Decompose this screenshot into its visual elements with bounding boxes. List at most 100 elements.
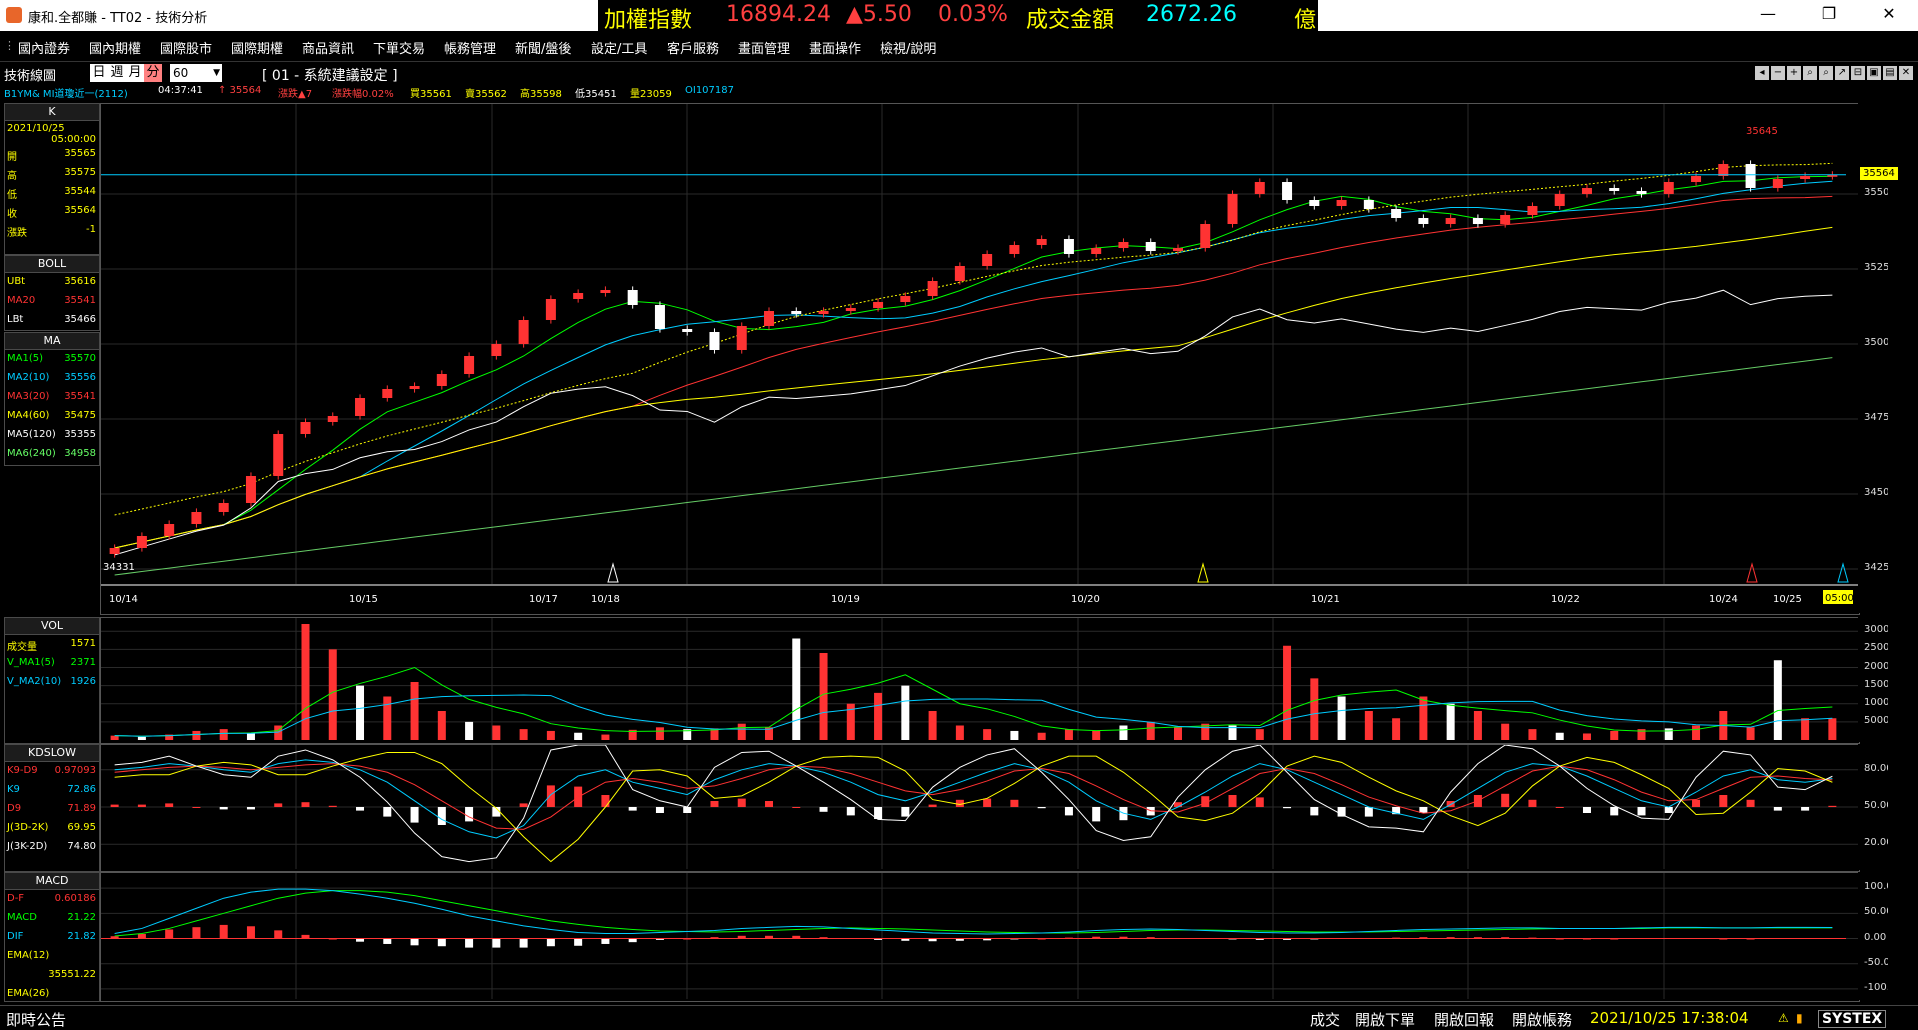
volume-bar xyxy=(1174,727,1182,740)
open-order-button[interactable]: 開啟下單 xyxy=(1355,1009,1415,1030)
menu-settings[interactable]: 設定/工具 xyxy=(591,38,647,57)
search-icon[interactable]: ⌕ xyxy=(1803,66,1817,80)
volume-bar xyxy=(1092,731,1100,740)
menu-product-info[interactable]: 商品資訊 xyxy=(302,38,354,57)
kd-diff-bar xyxy=(356,807,364,811)
kd-diff-bar xyxy=(683,807,691,813)
volume: 量23059 xyxy=(630,85,672,100)
zoom-out-icon[interactable]: − xyxy=(1771,66,1785,80)
print-icon[interactable]: ▤ xyxy=(1883,66,1897,80)
candle-body xyxy=(1391,209,1401,218)
status-bar: 即時公告 成交 開啟下單 開啟回報 開啟帳務 2021/10/25 17:38:… xyxy=(0,1005,1918,1030)
indicator-row: EMA(12) xyxy=(5,947,99,966)
scroll-left-icon[interactable]: ◂ xyxy=(1755,66,1769,80)
kd-diff-bar xyxy=(301,802,309,807)
macd-hist-bar xyxy=(547,939,555,947)
menu-news[interactable]: 新聞/盤後 xyxy=(515,38,571,57)
minutes-select[interactable]: 60 ▼ xyxy=(170,64,222,82)
close-button[interactable]: ✕ xyxy=(1877,4,1901,23)
symbol-label: B1YM& MI道瓊近一(2112) xyxy=(4,85,128,100)
indicator-value: 35570 xyxy=(64,353,96,364)
indicator-value: 1926 xyxy=(71,676,96,687)
magnify-icon[interactable]: ⌕ xyxy=(1819,66,1833,80)
candle-body xyxy=(791,311,801,314)
candle-body xyxy=(846,308,856,311)
indicator-row: 漲跌-1 xyxy=(5,221,99,240)
menu-screen-operation[interactable]: 畫面操作 xyxy=(809,38,861,57)
indicator-label: 低 xyxy=(7,186,17,201)
indicator-value: 35541 xyxy=(64,295,96,306)
menu-domestic-futures[interactable]: 國內期權 xyxy=(89,38,141,57)
candle-body xyxy=(928,281,938,296)
indicator-value: 35564 xyxy=(64,205,96,216)
vol-panel-title: VOL xyxy=(5,618,99,635)
kd-diff-bar xyxy=(1556,807,1564,808)
macd-hist-bar xyxy=(383,939,391,944)
open-account-button[interactable]: 開啟帳務 xyxy=(1512,1009,1572,1030)
volume-chart-pane[interactable] xyxy=(100,617,1860,744)
announcement-button[interactable]: 即時公告 xyxy=(6,1009,66,1030)
menu-screen-management[interactable]: 畫面管理 xyxy=(738,38,790,57)
kd-diff-bar xyxy=(329,806,337,807)
kd-diff-bar xyxy=(247,807,255,809)
kd-diff-bar xyxy=(1828,806,1836,807)
minimize-button[interactable]: — xyxy=(1756,4,1780,23)
kd-diff-bar xyxy=(1365,807,1373,817)
quote-info-line: B1YM& MI道瓊近一(2112) 04:37:41 ↑ 35564 漲跌▲7… xyxy=(0,84,1918,100)
macd-chart-pane[interactable] xyxy=(100,872,1860,1002)
candle-body xyxy=(873,302,883,308)
menu-global-stocks[interactable]: 國際股市 xyxy=(160,38,212,57)
volume-bar xyxy=(1828,718,1836,740)
indicator-row: EMA(26) xyxy=(5,985,99,1002)
macd-hist-bar xyxy=(629,939,637,943)
indicator-label: MA6(240) xyxy=(7,448,56,459)
kd-chart-pane[interactable] xyxy=(100,744,1860,872)
menu-global-futures[interactable]: 國際期權 xyxy=(231,38,283,57)
volume-bar xyxy=(901,686,909,740)
candle-body xyxy=(219,503,229,512)
open-report-button[interactable]: 開啟回報 xyxy=(1434,1009,1494,1030)
menu-order[interactable]: 下單交易 xyxy=(373,38,425,57)
indicator-value: 21.82 xyxy=(67,931,96,942)
macd-hist-bar xyxy=(574,939,582,946)
period-week-tab[interactable]: 週 xyxy=(108,64,126,82)
candle-body xyxy=(1664,182,1674,194)
menu-account[interactable]: 帳務管理 xyxy=(444,38,496,57)
volume-bar xyxy=(1692,726,1700,741)
close-chart-icon[interactable]: ✕ xyxy=(1899,66,1913,80)
draw-icon[interactable]: ↗ xyxy=(1835,66,1849,80)
indicator-label: MA4(60) xyxy=(7,410,49,421)
macd-hist-bar xyxy=(138,934,146,939)
maximize-button[interactable]: ❐ xyxy=(1817,4,1841,23)
zoom-in-icon[interactable]: + xyxy=(1787,66,1801,80)
settings-label[interactable]: [ 01 - 系統建議設定 ] xyxy=(262,65,398,85)
indicator-label: K9-D9 xyxy=(7,765,38,776)
menu-domestic-securities[interactable]: 國內證券 xyxy=(18,38,70,57)
trades-button[interactable]: 成交 xyxy=(1310,1009,1340,1030)
menu-customer-service[interactable]: 客戶服務 xyxy=(667,38,719,57)
lock-icon[interactable]: ⊟ xyxy=(1851,66,1865,80)
candle-body xyxy=(273,434,283,476)
macd-hist-bar xyxy=(301,935,309,939)
indicator-label: 高 xyxy=(7,167,17,182)
period-day-tab[interactable]: 日 xyxy=(90,64,108,82)
period-minute-tab[interactable]: 分 xyxy=(144,64,162,82)
volume-bar xyxy=(520,729,528,740)
chart-toolbar: 技術線圖 日 週 月 分 60 ▼ [ 01 - 系統建議設定 ] ◂ − + … xyxy=(0,62,1918,84)
period-month-tab[interactable]: 月 xyxy=(126,64,144,82)
candle-body xyxy=(1418,218,1428,224)
indicator-label: J(3K-2D) xyxy=(7,841,47,852)
kd-diff-bar xyxy=(1583,807,1591,813)
volume-bar xyxy=(465,722,473,740)
kd-diff-bar xyxy=(1610,807,1618,815)
save-icon[interactable]: ▣ xyxy=(1867,66,1881,80)
kd-diff-bar xyxy=(1038,807,1046,808)
x-tick-label: 10/25 xyxy=(1773,594,1802,605)
kd-diff-bar xyxy=(1528,800,1536,807)
menu-view-help[interactable]: 檢視/說明 xyxy=(880,38,936,57)
